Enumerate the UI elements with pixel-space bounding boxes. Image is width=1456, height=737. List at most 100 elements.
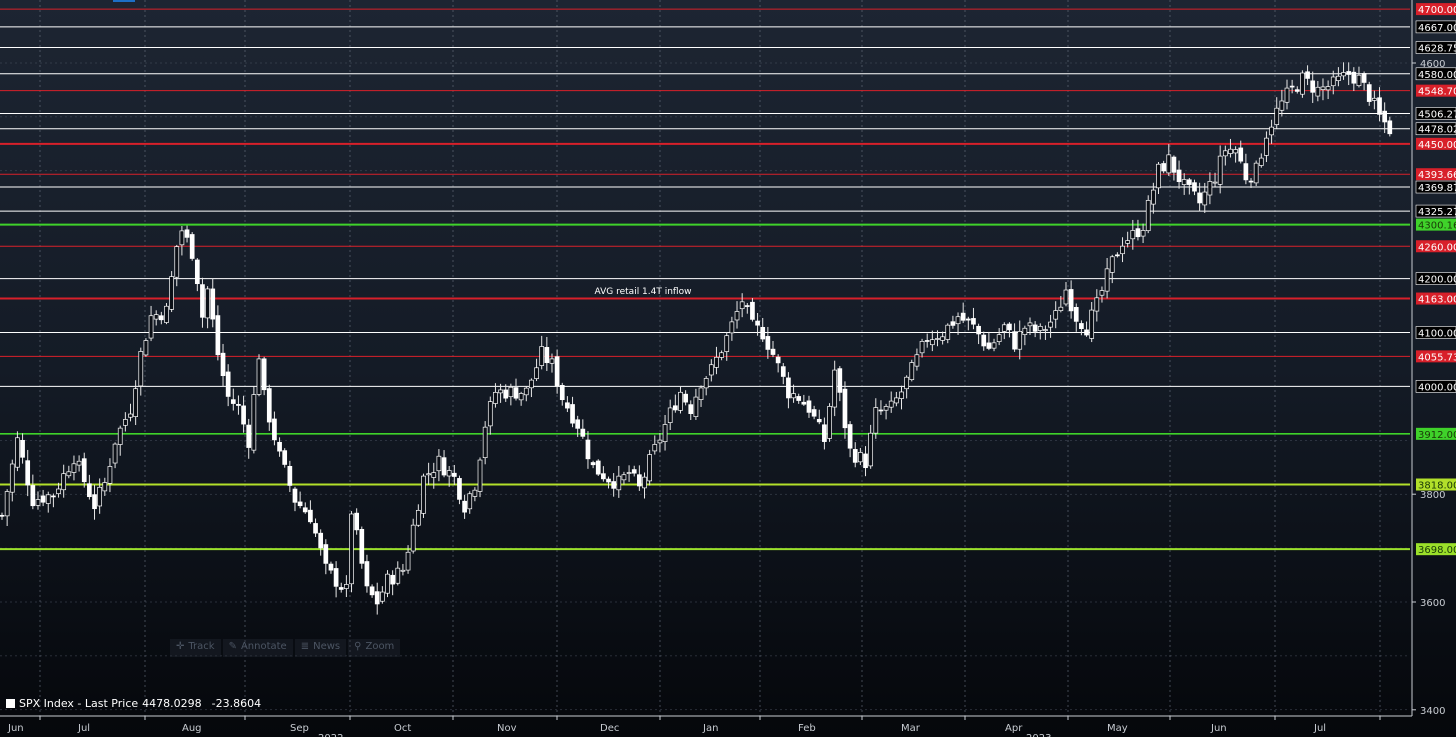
y-tick-label: 4600 — [1420, 59, 1445, 70]
candle-body — [652, 444, 658, 452]
level-tag — [1416, 427, 1456, 440]
level-tag-label: 4260.00 — [1418, 242, 1456, 253]
candle-body — [194, 259, 200, 285]
zoom-button[interactable]: ⚲ Zoom — [348, 639, 401, 657]
candle-body — [61, 473, 67, 491]
candle-body — [981, 334, 987, 347]
x-tick-label: Aug — [182, 723, 202, 734]
candle-body — [225, 371, 231, 397]
candle-body — [1001, 324, 1007, 332]
candle-body — [1274, 107, 1280, 125]
candle-body — [477, 459, 483, 492]
candle-body — [338, 587, 344, 590]
candle-body — [729, 321, 735, 334]
candle-body — [76, 460, 82, 466]
candle-body — [1320, 86, 1326, 90]
level-tag-label: 4700.00 — [1418, 5, 1456, 16]
candle-body — [1161, 163, 1166, 172]
level-tag-label: 4325.27 — [1418, 207, 1456, 218]
candle-body — [1140, 230, 1146, 237]
candle-body — [1325, 86, 1331, 91]
candle-body — [1181, 179, 1187, 185]
candle-body — [92, 494, 97, 510]
candle-body — [1171, 156, 1177, 173]
candle-body — [1176, 169, 1182, 183]
candle-body — [1135, 228, 1141, 238]
candle-body — [1202, 191, 1208, 206]
candle-body — [256, 358, 262, 395]
annotate-button[interactable]: ✎ Annotate — [222, 639, 293, 657]
candle-body — [827, 406, 832, 439]
candle-body — [965, 318, 971, 321]
candle-body — [184, 229, 190, 238]
candle-body — [940, 336, 945, 341]
candle-body — [45, 494, 51, 504]
candle-body — [755, 320, 760, 326]
candle-body — [724, 335, 730, 352]
candle-body — [15, 437, 20, 468]
y-tick-label: 3400 — [1420, 706, 1445, 717]
candle-body — [385, 573, 390, 594]
x-tick-label: Jul — [77, 723, 90, 734]
candle-body — [1130, 230, 1136, 240]
candle-body — [1109, 256, 1115, 273]
candle-body — [1269, 126, 1274, 136]
candle-body — [87, 483, 92, 498]
x-tick-label: Sep — [290, 723, 309, 734]
candle-body — [133, 388, 138, 417]
candle-body — [714, 356, 719, 368]
candle-body — [1058, 306, 1064, 311]
candle-body — [1222, 150, 1228, 157]
candle-body — [390, 574, 395, 585]
level-tag-label: 4628.75 — [1418, 44, 1456, 55]
candle-body — [929, 339, 935, 346]
candle-body — [1341, 72, 1346, 77]
candle-body — [71, 463, 77, 473]
level-tag-label: 4667.00 — [1418, 23, 1456, 34]
series-legend: SPX Index - Last Price 4478.0298 -23.860… — [6, 697, 261, 710]
candle-body — [611, 481, 617, 489]
candle-body — [590, 462, 596, 466]
pencil-icon: ✎ — [228, 641, 237, 652]
candle-body — [205, 288, 210, 319]
candle-body — [822, 424, 827, 442]
candle-body — [1228, 148, 1233, 154]
candle-body — [441, 457, 447, 476]
news-icon: ≣ — [300, 641, 310, 652]
candle-body — [888, 400, 894, 408]
candle-body — [30, 485, 36, 507]
candle-body — [1022, 327, 1028, 335]
level-tag — [1415, 380, 1456, 393]
candle-body — [899, 391, 904, 399]
news-button[interactable]: ≣ News — [294, 639, 347, 657]
legend-net-change: -23.8604 — [211, 697, 262, 710]
candle-body — [549, 358, 555, 364]
track-button[interactable]: ✛ Track — [170, 639, 221, 657]
candle-body — [349, 513, 354, 585]
candle-body — [297, 501, 303, 507]
candle-body — [775, 356, 781, 364]
candle-body — [472, 489, 478, 497]
candle-body — [313, 523, 318, 534]
candle-body — [1330, 76, 1336, 87]
level-tag — [1416, 240, 1456, 253]
candle-body — [25, 460, 31, 486]
magnifier-icon: ⚲ — [354, 641, 362, 652]
candle-body — [503, 389, 509, 399]
candle-body — [1258, 157, 1264, 166]
candle-body — [667, 407, 673, 423]
candle-body — [642, 476, 647, 489]
candle-body — [971, 318, 976, 325]
candle-body — [4, 491, 10, 517]
candle-body — [688, 404, 694, 414]
candle-body — [616, 475, 622, 491]
level-tag — [1415, 326, 1456, 339]
candle-body — [1115, 254, 1120, 257]
level-lines: 4700.00 4667.00 4628.75 4580.00 4548.70 4506.… — [0, 3, 1456, 556]
candle-body — [354, 512, 360, 531]
candle-body — [1032, 324, 1038, 332]
candle-body — [996, 334, 1002, 342]
candle-body — [487, 401, 493, 427]
candle-body — [559, 385, 565, 401]
level-tag-label: 4055.73 — [1418, 352, 1456, 363]
